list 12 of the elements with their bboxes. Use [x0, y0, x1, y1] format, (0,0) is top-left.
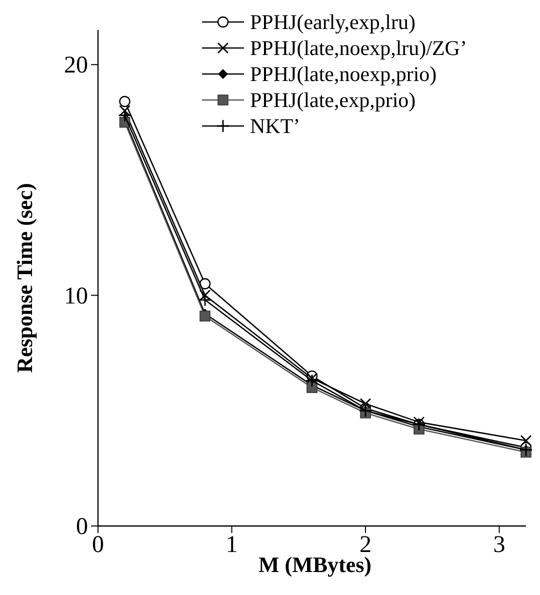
y-tick-label: 0	[76, 514, 88, 540]
y-tick-label: 20	[64, 52, 88, 79]
x-tick-label: 0	[92, 532, 104, 558]
legend-label: PPHJ(late,noexp,prio)	[250, 62, 437, 86]
legend-label: PPHJ(late,exp,prio)	[250, 88, 416, 112]
legend-label: NKT’	[250, 114, 300, 138]
legend-label: PPHJ(late,noexp,lru)/ZG’	[250, 36, 467, 60]
x-tick-label: 1	[226, 532, 238, 558]
y-tick-label: 10	[64, 283, 88, 310]
y-axis-title: Response Time (sec)	[12, 183, 37, 373]
x-tick-label: 3	[493, 532, 506, 558]
legend-label: PPHJ(early,exp,lru)	[250, 10, 416, 34]
